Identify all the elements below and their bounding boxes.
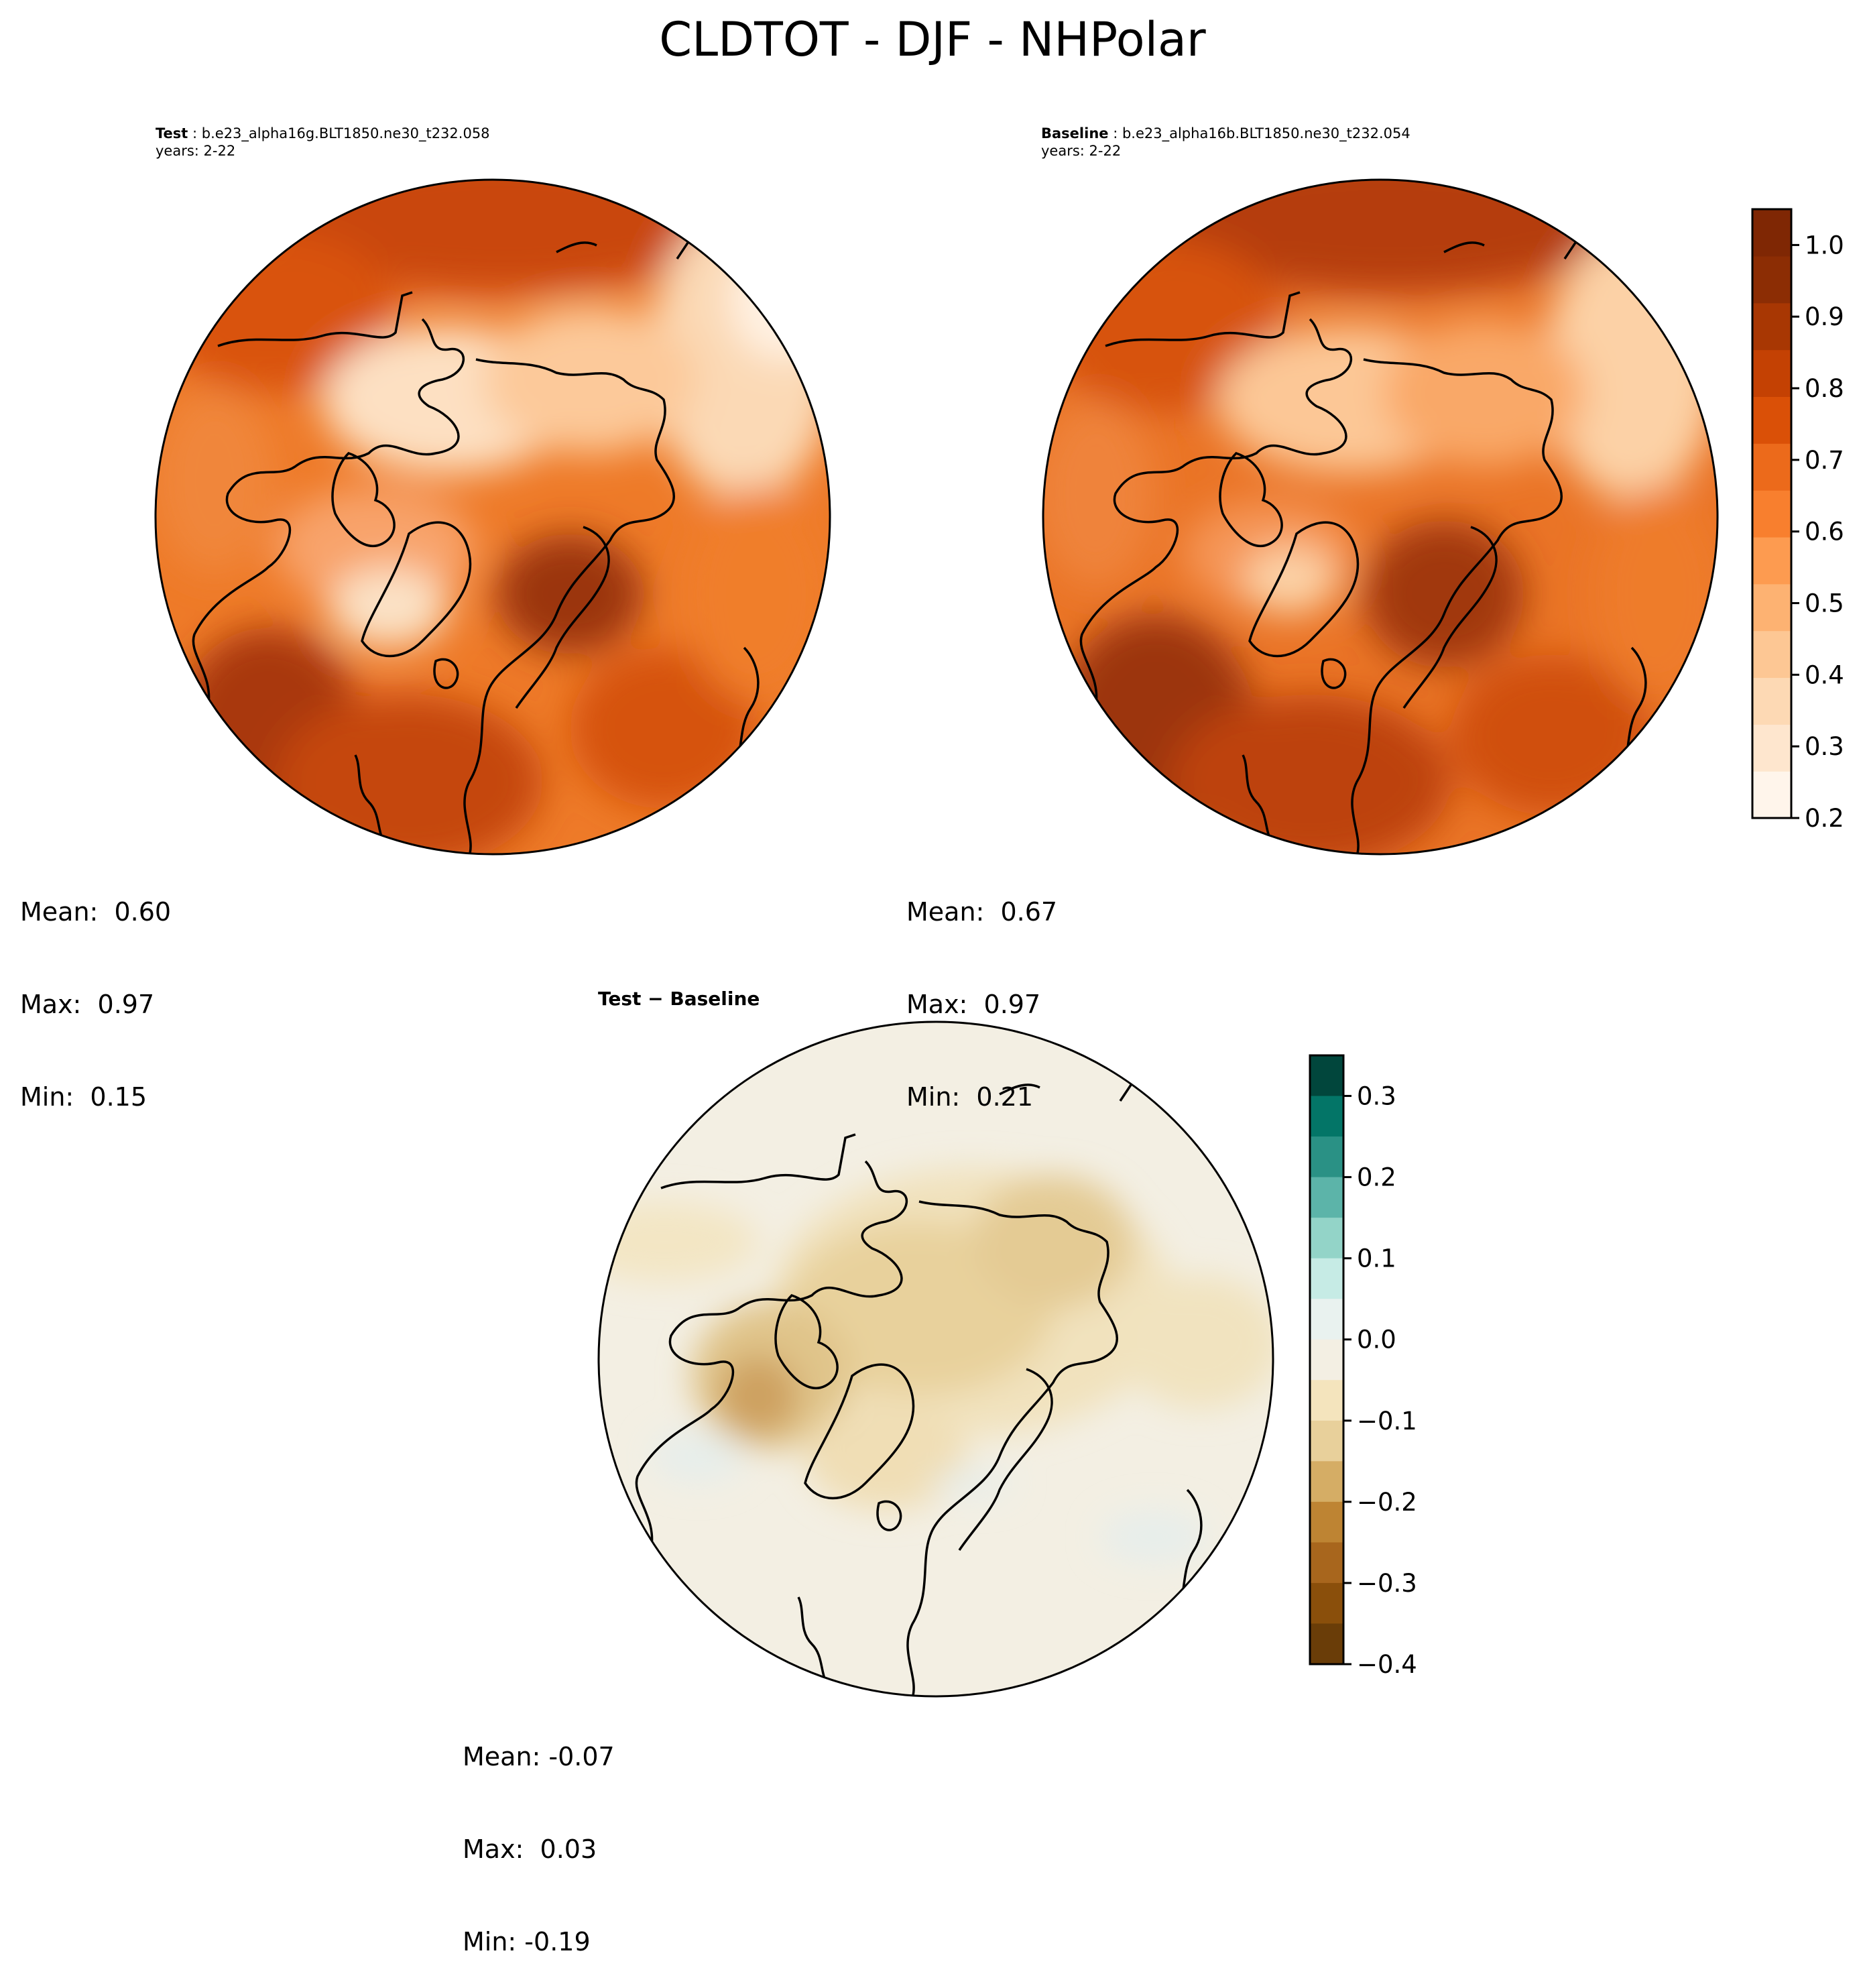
diff-min: Min: -0.19 [463,1927,591,1956]
test-case-name: b.e23_alpha16g.BLT1850.ne30_t232.058 [201,125,490,141]
abs-colorbar-tick-label: 0.9 [1805,302,1844,331]
abs-colorbar-segment [1752,443,1791,491]
diff-colorbar-tick-label: −0.2 [1357,1488,1417,1517]
abs-colorbar-segment [1752,255,1791,304]
diff-colorbar-segment [1310,1501,1343,1543]
abs-colorbar-tick-label: 0.8 [1805,374,1844,403]
diff-colorbar-segment [1310,1299,1343,1340]
diff-colorbar-segment [1310,1623,1343,1665]
baseline-case-name: b.e23_alpha16b.BLT1850.ne30_t232.054 [1122,125,1410,141]
diff-colorbar-segment [1310,1136,1343,1178]
abs-colorbar-tick-label: 0.4 [1805,660,1844,689]
diff-colorbar-segment [1310,1055,1343,1097]
test-min: Min: 0.15 [20,1082,147,1112]
baseline-years: years: 2-22 [1041,143,1122,159]
diff-colorbar-tick-label: −0.4 [1357,1650,1417,1679]
page-title: CLDTOT - DJF - NHPolar [659,12,1206,67]
baseline-mean: Mean: 0.67 [906,897,1058,927]
diff-max: Max: 0.03 [463,1834,597,1864]
abs-colorbar-segment [1752,630,1791,679]
diff-colorbar-tick-label: 0.1 [1357,1244,1396,1273]
diff-colorbar-segment [1310,1339,1343,1381]
abs-colorbar-segment [1752,536,1791,585]
abs-colorbar-segment [1752,724,1791,772]
baseline-min: Min: 0.21 [906,1082,1033,1112]
diff-panel-title: Test − Baseline [598,988,760,1010]
diff-colorbar-tick-label: 0.3 [1357,1082,1396,1111]
abs-colorbar-segment [1752,396,1791,444]
test-max: Max: 0.97 [20,990,155,1019]
diff-colorbar-segment [1310,1461,1343,1503]
abs-colorbar-segment [1752,583,1791,632]
diff-colorbar-segment [1310,1177,1343,1218]
diff-colorbar: 0.3 0.2 0.1 0.0 −0.1 −0.2 −0.3 −0.4 [1309,1054,1417,1679]
baseline-panel-header: Baseline : b.e23_alpha16b.BLT1850.ne30_t… [1041,125,1410,159]
abs-colorbar-segment [1752,349,1791,397]
diff-colorbar-tick-label: −0.3 [1357,1569,1417,1598]
diff-coastlines [635,1059,1203,1696]
abs-colorbar-tick-label: 0.6 [1805,518,1844,546]
abs-colorbar-segment [1752,302,1791,351]
baseline-stats: Mean: 0.67 Max: 0.97 Min: 0.21 [906,835,1057,1143]
diff-stats: Mean: -0.07 Max: 0.03 Min: -0.19 [463,1680,615,1988]
baseline-coastlines [1079,217,1647,854]
diff-colorbar-segment [1310,1582,1343,1625]
test-label: Test [156,125,188,141]
abs-colorbar-segment [1752,490,1791,538]
diff-colorbar-tick-label: −0.1 [1357,1407,1417,1436]
diff-colorbar-tick-label: 0.2 [1357,1163,1396,1192]
test-years: years: 2-22 [156,143,236,159]
abs-colorbar-tick-label: 0.7 [1805,446,1844,475]
test-stats: Mean: 0.60 Max: 0.97 Min: 0.15 [20,835,171,1143]
abs-colorbar: 0.2 0.3 0.4 0.5 0.6 0.7 0.8 0.9 1.0 [1751,208,1844,833]
baseline-polar-map [1042,178,1719,856]
diff-colorbar-segment [1310,1218,1343,1259]
test-mean: Mean: 0.60 [20,897,172,927]
diff-colorbar-segment [1310,1380,1343,1421]
diff-colorbar-frame [1309,1054,1345,1665]
test-panel-header: Test : b.e23_alpha16g.BLT1850.ne30_t232.… [156,125,490,159]
diff-colorbar-segment [1310,1258,1343,1299]
baseline-label: Baseline [1041,125,1109,141]
diff-colorbar-tick-label: 0.0 [1357,1326,1396,1354]
abs-colorbar-frame [1751,208,1793,819]
abs-colorbar-tick-label: 1.0 [1805,231,1844,259]
test-polar-map [154,178,831,856]
diff-mean: Mean: -0.07 [463,1742,615,1771]
abs-colorbar-segment [1752,771,1791,819]
baseline-max: Max: 0.97 [906,990,1041,1019]
abs-colorbar-tick-label: 0.3 [1805,732,1844,761]
diff-colorbar-segment [1310,1096,1343,1137]
abs-colorbar-tick-label: 0.5 [1805,589,1844,618]
diff-colorbar-segment [1310,1420,1343,1462]
abs-colorbar-tick-label: 0.2 [1805,804,1844,833]
diff-polar-map [597,1020,1274,1698]
abs-colorbar-segment [1752,677,1791,725]
diff-colorbar-segment [1310,1542,1343,1584]
abs-colorbar-segment [1752,209,1791,257]
